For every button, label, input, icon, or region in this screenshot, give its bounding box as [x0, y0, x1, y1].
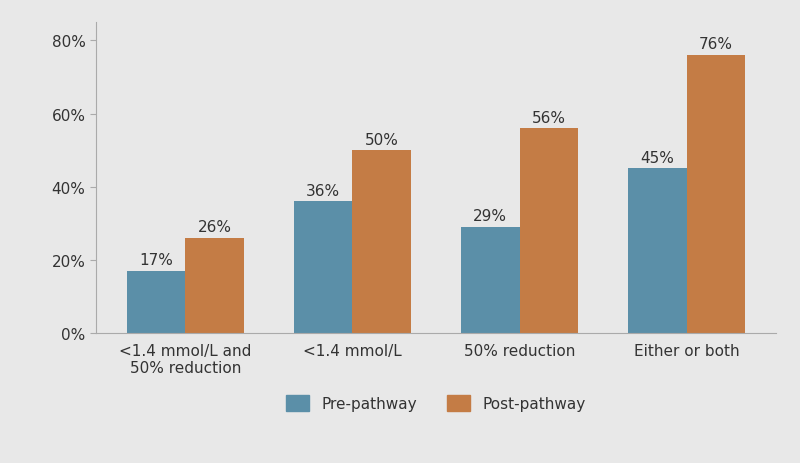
Text: 76%: 76%	[699, 38, 733, 52]
Bar	[127, 271, 186, 333]
Text: 17%: 17%	[139, 253, 173, 268]
Text: 50%: 50%	[365, 132, 398, 147]
Bar	[353, 151, 411, 333]
Bar	[186, 238, 244, 333]
Text: 26%: 26%	[198, 220, 232, 235]
Bar	[628, 169, 686, 333]
Bar	[461, 227, 519, 333]
Legend: Pre-pathway, Post-pathway: Pre-pathway, Post-pathway	[278, 388, 594, 419]
Text: 29%: 29%	[474, 209, 507, 224]
Text: 45%: 45%	[641, 150, 674, 165]
Text: 56%: 56%	[532, 110, 566, 125]
Bar	[686, 56, 745, 333]
Bar	[519, 129, 578, 333]
Bar	[294, 202, 353, 333]
Text: 36%: 36%	[306, 183, 340, 198]
